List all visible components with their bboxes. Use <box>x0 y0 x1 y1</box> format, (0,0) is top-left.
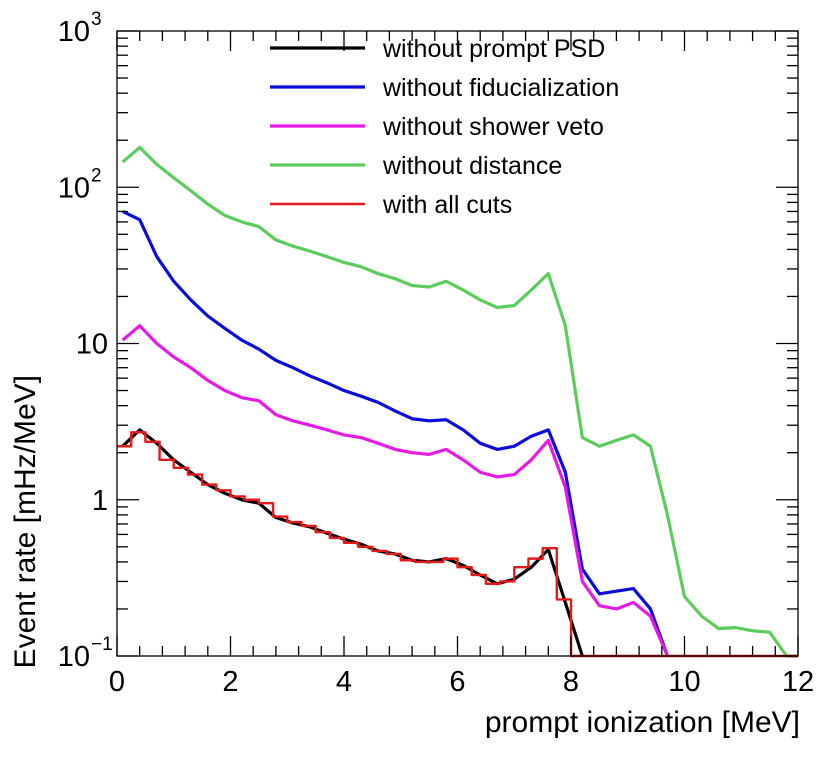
x-axis-title: prompt ionization [MeV] <box>485 706 800 739</box>
legend-item-with-all-cuts: with all cuts <box>270 191 512 219</box>
y-tick-base: 10 <box>58 641 90 673</box>
y-tick-label: 10 <box>76 329 108 361</box>
legend-label: without prompt PSD <box>382 35 605 63</box>
y-tick-base: 10 <box>58 172 90 204</box>
series-line-without-fiducialization <box>121 210 669 657</box>
series-layer <box>117 145 798 658</box>
x-tick-label: 12 <box>782 666 814 698</box>
y-tick-exponent: −1 <box>91 634 113 655</box>
y-tick-base: 1 <box>92 485 108 517</box>
y-axis-title: Event rate [mHz/MeV] <box>9 375 42 668</box>
y-tick-exponent: 3 <box>91 9 102 30</box>
x-tick-label: 8 <box>563 666 579 698</box>
x-tick-label: 6 <box>449 666 465 698</box>
legend-item-without-prompt-psd: without prompt PSD <box>270 35 605 63</box>
legend-item-without-distance: without distance <box>270 152 562 180</box>
x-tick-label: 4 <box>336 666 352 698</box>
legend-label: with all cuts <box>382 191 512 219</box>
y-tick-base: 10 <box>58 16 90 48</box>
series-line-without-distance <box>121 145 798 658</box>
y-tick-exponent: 2 <box>91 165 102 186</box>
x-tick-label: 2 <box>222 666 238 698</box>
x-tick-label: 0 <box>109 666 125 698</box>
y-tick-base: 10 <box>76 329 108 361</box>
legend-label: without distance <box>382 152 562 180</box>
x-tick-label: 10 <box>668 666 700 698</box>
series-line-without-shower-veto <box>121 324 669 657</box>
legend: without prompt PSD without fiducializatio… <box>270 35 619 219</box>
y-tick-label: 10 3 <box>58 9 102 48</box>
legend-item-without-shower-veto: without shower veto <box>270 113 604 141</box>
ticks-layer <box>116 30 799 657</box>
y-tick-label: 1 <box>92 485 108 517</box>
legend-label: without fiducialization <box>382 74 619 102</box>
legend-item-without-fiducialization: without fiducialization <box>270 74 619 102</box>
y-tick-label: 10 2 <box>58 165 102 204</box>
y-tick-label: 10 −1 <box>58 634 113 673</box>
legend-label: without shower veto <box>382 113 604 141</box>
